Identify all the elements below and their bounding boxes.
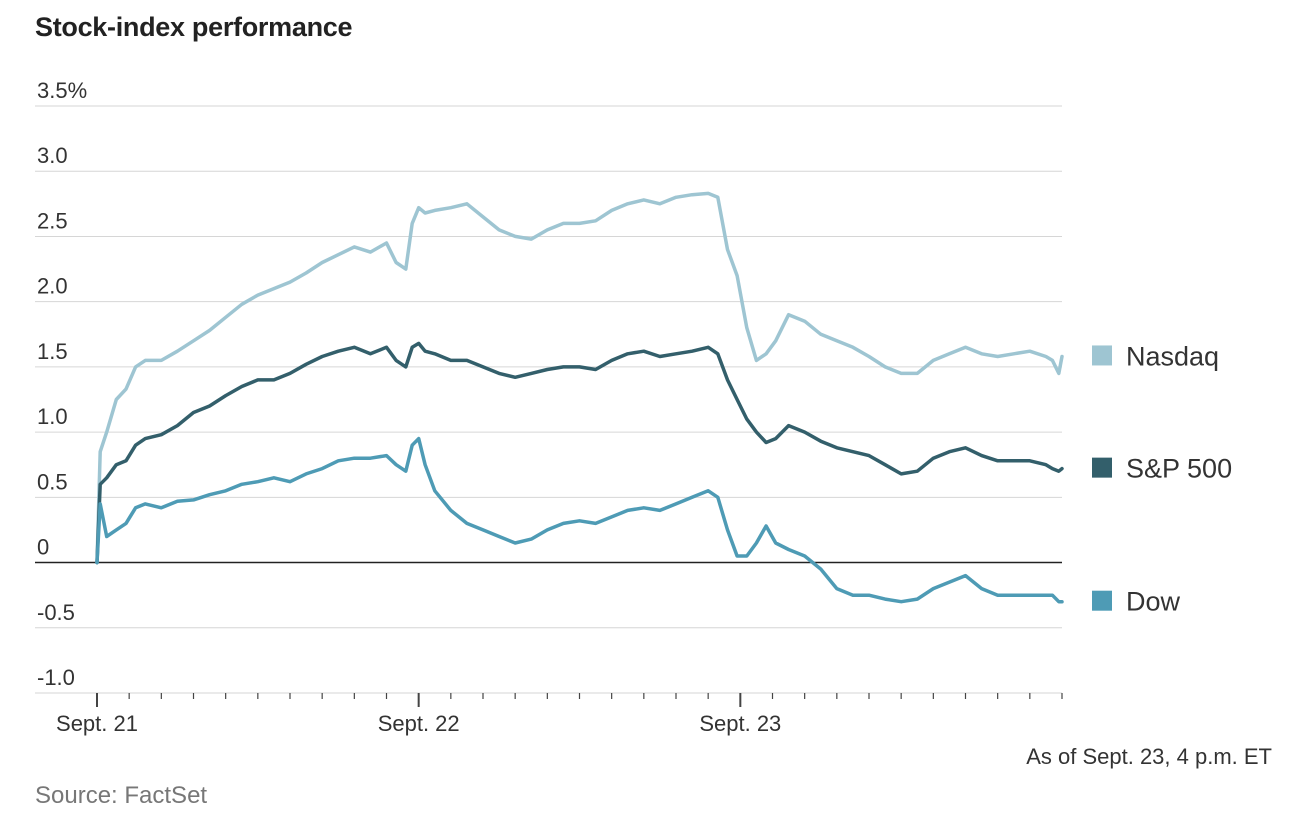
legend-label-s-p-500: S&P 500: [1126, 454, 1232, 484]
y-tick-label: 1.0: [37, 404, 68, 429]
y-tick-label: 3.5%: [37, 78, 87, 103]
series-lines: [95, 191, 1064, 604]
y-tick-label: -0.5: [37, 600, 75, 625]
y-tick-label: 0.5: [37, 469, 68, 494]
x-tick-label: Sept. 22: [378, 711, 460, 736]
y-axis-labels: 3.5% 3.0 2.5 2.0 1.5 1.0 0.5 0 -0.5 -1.0: [37, 78, 87, 690]
y-tick-label: -1.0: [37, 665, 75, 690]
legend-swatch-nasdaq: [1092, 345, 1112, 366]
legend-label-dow: Dow: [1126, 587, 1181, 617]
x-tick-label: Sept. 21: [56, 711, 138, 736]
grid-lines: [35, 105, 1062, 694]
x-tick-label: Sept. 23: [699, 711, 781, 736]
y-tick-label: 0: [37, 535, 49, 560]
y-tick-label: 2.0: [37, 274, 68, 299]
y-tick-label: 3.0: [37, 143, 68, 168]
y-tick-label: 1.5: [37, 339, 68, 364]
as-of-note: As of Sept. 23, 4 p.m. ET: [1026, 744, 1272, 769]
series-line-s-p-500: [95, 341, 1064, 565]
y-tick-label: 2.5: [37, 208, 68, 233]
legend: Nasdaq S&P 500 Dow: [1092, 341, 1232, 617]
chart-title: Stock-index performance: [35, 12, 353, 42]
legend-swatch-s-p-500: [1092, 457, 1112, 478]
legend-swatch-dow: [1092, 590, 1112, 611]
source-note: Source: FactSet: [35, 782, 208, 809]
series-line-dow: [95, 436, 1064, 604]
legend-label-nasdaq: Nasdaq: [1126, 341, 1219, 371]
x-axis: Sept. 21 Sept. 22 Sept. 23: [56, 693, 1063, 736]
series-line-nasdaq: [95, 191, 1064, 565]
